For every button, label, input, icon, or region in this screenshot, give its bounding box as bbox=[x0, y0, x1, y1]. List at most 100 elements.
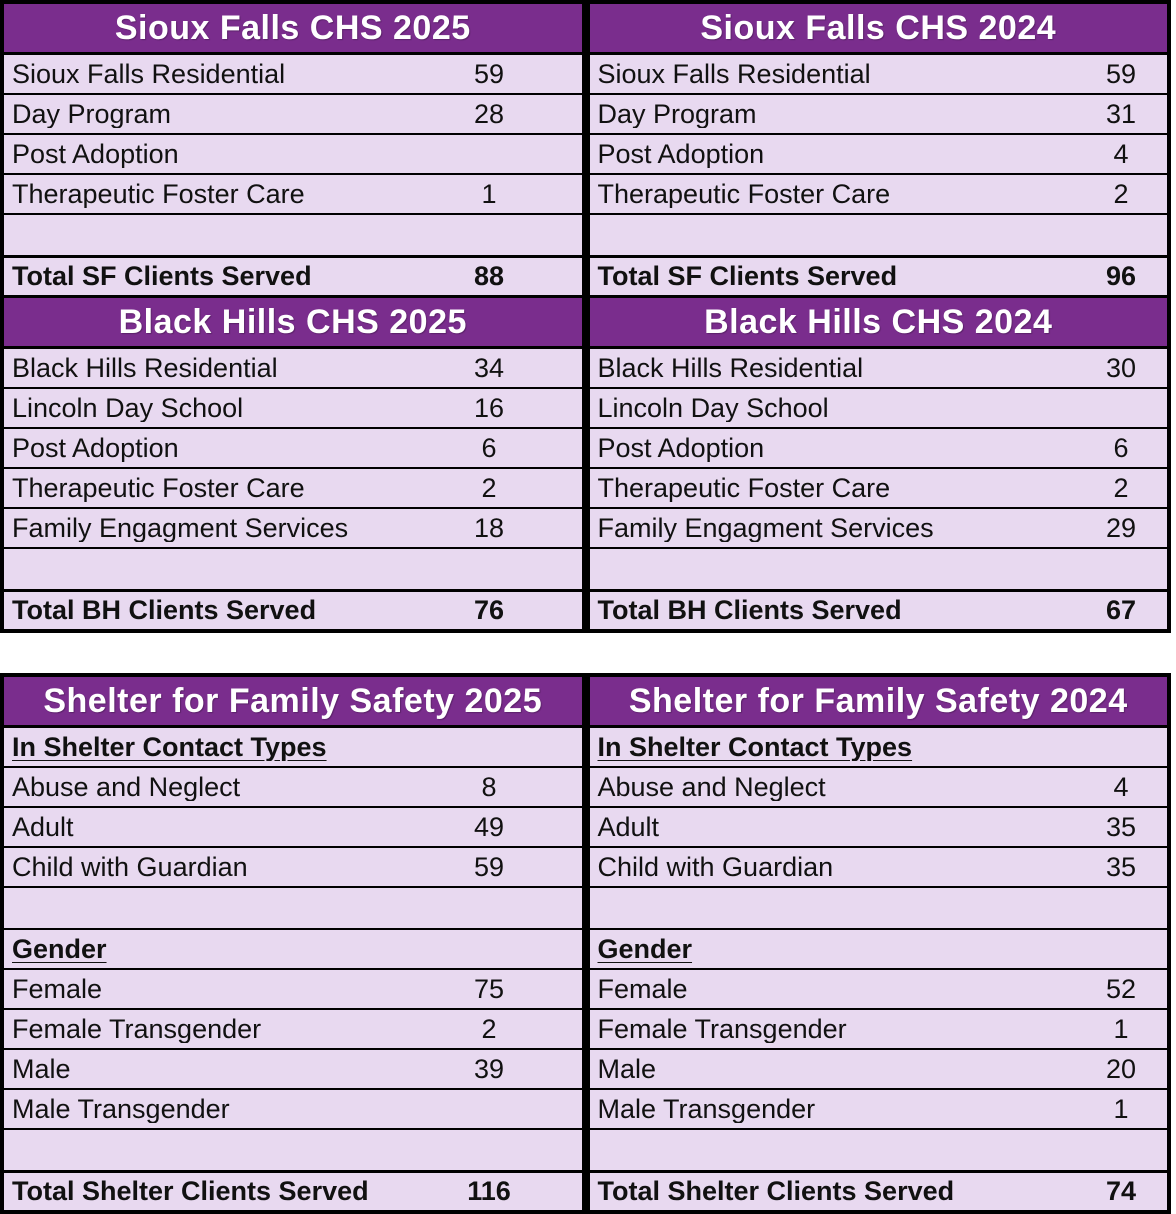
row-value: 1 bbox=[481, 178, 497, 209]
row-label: Abuse and Neglect bbox=[597, 773, 826, 801]
table-chs-2025: Sioux Falls CHS 2025 Sioux Falls Residen… bbox=[4, 4, 582, 629]
total-label: Total SF Clients Served bbox=[12, 263, 312, 290]
row-value: 35 bbox=[1105, 811, 1137, 842]
section-header: In Shelter Contact Types bbox=[597, 733, 913, 761]
row-value: 6 bbox=[1113, 432, 1129, 463]
total-row: Total SF Clients Served 96 bbox=[589, 255, 1167, 295]
table-chs-2024: Sioux Falls CHS 2024 Sioux Falls Residen… bbox=[581, 4, 1167, 629]
table-row: Therapeutic Foster Care 2 bbox=[589, 467, 1167, 507]
table-row: Abuse and Neglect 8 bbox=[4, 766, 582, 806]
row-value: 31 bbox=[1105, 98, 1137, 129]
row-label: Black Hills Residential bbox=[597, 354, 864, 382]
total-row: Total Shelter Clients Served 74 bbox=[589, 1170, 1167, 1210]
spacer-row bbox=[589, 1128, 1167, 1170]
row-label: Sioux Falls Residential bbox=[12, 60, 286, 88]
row-value: 34 bbox=[473, 352, 505, 383]
row-label: Therapeutic Foster Care bbox=[12, 474, 305, 502]
table-title-sf-2025: Sioux Falls CHS 2025 bbox=[4, 4, 582, 52]
spacer-row bbox=[589, 547, 1167, 589]
table-row: Post Adoption 4 bbox=[589, 133, 1167, 173]
table-row: Black Hills Residential 34 bbox=[4, 346, 582, 387]
shelter-tables-block: Shelter for Family Safety 2025 In Shelte… bbox=[0, 673, 1171, 1214]
table-row: Male Transgender bbox=[4, 1088, 582, 1128]
row-label: Abuse and Neglect bbox=[12, 773, 241, 801]
table-title-shelter-2025: Shelter for Family Safety 2025 bbox=[4, 677, 582, 725]
table-row: Female 75 bbox=[4, 968, 582, 1008]
row-value: 1 bbox=[1113, 1093, 1129, 1124]
total-label: Total SF Clients Served bbox=[597, 263, 898, 290]
row-value: 6 bbox=[481, 432, 497, 463]
table-row: Male 39 bbox=[4, 1048, 582, 1088]
row-label: Sioux Falls Residential bbox=[597, 60, 871, 88]
row-label: Post Adoption bbox=[597, 140, 765, 168]
table-row: Abuse and Neglect 4 bbox=[589, 766, 1167, 806]
table-row: Post Adoption 6 bbox=[4, 427, 582, 467]
total-value: 96 bbox=[1105, 261, 1137, 291]
section-header-row: Gender bbox=[589, 928, 1167, 968]
row-value: 59 bbox=[473, 58, 505, 89]
table-row: Child with Guardian 59 bbox=[4, 846, 582, 886]
total-label: Total BH Clients Served bbox=[597, 597, 902, 624]
row-label: Male bbox=[12, 1055, 71, 1083]
total-row: Total Shelter Clients Served 116 bbox=[4, 1170, 582, 1210]
row-label: Post Adoption bbox=[597, 434, 765, 462]
spacer-row bbox=[589, 886, 1167, 928]
table-row: Adult 35 bbox=[589, 806, 1167, 846]
section-header-row: In Shelter Contact Types bbox=[4, 725, 582, 766]
section-header: Gender bbox=[597, 935, 693, 963]
row-value: 75 bbox=[473, 973, 505, 1004]
total-value: 67 bbox=[1105, 595, 1137, 625]
row-label: Day Program bbox=[12, 100, 172, 128]
row-value: 18 bbox=[473, 512, 505, 543]
row-label: Lincoln Day School bbox=[597, 394, 829, 422]
total-row: Total BH Clients Served 76 bbox=[4, 589, 582, 629]
row-label: Child with Guardian bbox=[597, 853, 834, 881]
row-label: Male Transgender bbox=[12, 1095, 230, 1123]
row-label: Family Engagment Services bbox=[12, 514, 349, 542]
row-value: 2 bbox=[1113, 178, 1129, 209]
row-value: 4 bbox=[1113, 138, 1129, 169]
total-value: 116 bbox=[467, 1176, 511, 1206]
table-row: Lincoln Day School bbox=[589, 387, 1167, 427]
table-row: Therapeutic Foster Care 2 bbox=[589, 173, 1167, 213]
table-row: Sioux Falls Residential 59 bbox=[589, 52, 1167, 93]
table-row: Therapeutic Foster Care 2 bbox=[4, 467, 582, 507]
table-title-shelter-2024: Shelter for Family Safety 2024 bbox=[589, 677, 1167, 725]
table-row: Black Hills Residential 30 bbox=[589, 346, 1167, 387]
row-label: Lincoln Day School bbox=[12, 394, 244, 422]
row-value: 4 bbox=[1113, 771, 1129, 802]
row-label: Therapeutic Foster Care bbox=[597, 180, 891, 208]
total-row: Total SF Clients Served 88 bbox=[4, 255, 582, 295]
table-title-bh-2024: Black Hills CHS 2024 bbox=[589, 295, 1167, 346]
row-label: Adult bbox=[597, 813, 660, 841]
section-header: Gender bbox=[12, 935, 107, 963]
total-value: 76 bbox=[473, 595, 505, 625]
row-value: 52 bbox=[1105, 973, 1137, 1004]
table-row: Female Transgender 1 bbox=[589, 1008, 1167, 1048]
row-label: Adult bbox=[12, 813, 74, 841]
row-label: Male Transgender bbox=[597, 1095, 816, 1123]
row-value: 2 bbox=[481, 1013, 497, 1044]
row-label: Black Hills Residential bbox=[12, 354, 278, 382]
spacer-row bbox=[4, 886, 582, 928]
row-label: Male bbox=[597, 1055, 657, 1083]
row-value: 29 bbox=[1105, 512, 1137, 543]
row-value: 1 bbox=[1113, 1013, 1129, 1044]
row-value: 35 bbox=[1105, 851, 1137, 882]
section-header-row: In Shelter Contact Types bbox=[589, 725, 1167, 766]
row-value: 59 bbox=[1105, 58, 1137, 89]
table-row: Lincoln Day School 16 bbox=[4, 387, 582, 427]
table-row: Adult 49 bbox=[4, 806, 582, 846]
total-value: 88 bbox=[473, 261, 505, 291]
spacer-row bbox=[4, 547, 582, 589]
table-row: Family Engagment Services 29 bbox=[589, 507, 1167, 547]
table-row: Therapeutic Foster Care 1 bbox=[4, 173, 582, 213]
table-row: Child with Guardian 35 bbox=[589, 846, 1167, 886]
total-label: Total BH Clients Served bbox=[12, 597, 317, 624]
section-header: In Shelter Contact Types bbox=[12, 733, 327, 761]
row-label: Female bbox=[597, 975, 688, 1003]
row-value: 8 bbox=[481, 771, 497, 802]
row-value: 2 bbox=[1113, 472, 1129, 503]
table-row: Day Program 31 bbox=[589, 93, 1167, 133]
